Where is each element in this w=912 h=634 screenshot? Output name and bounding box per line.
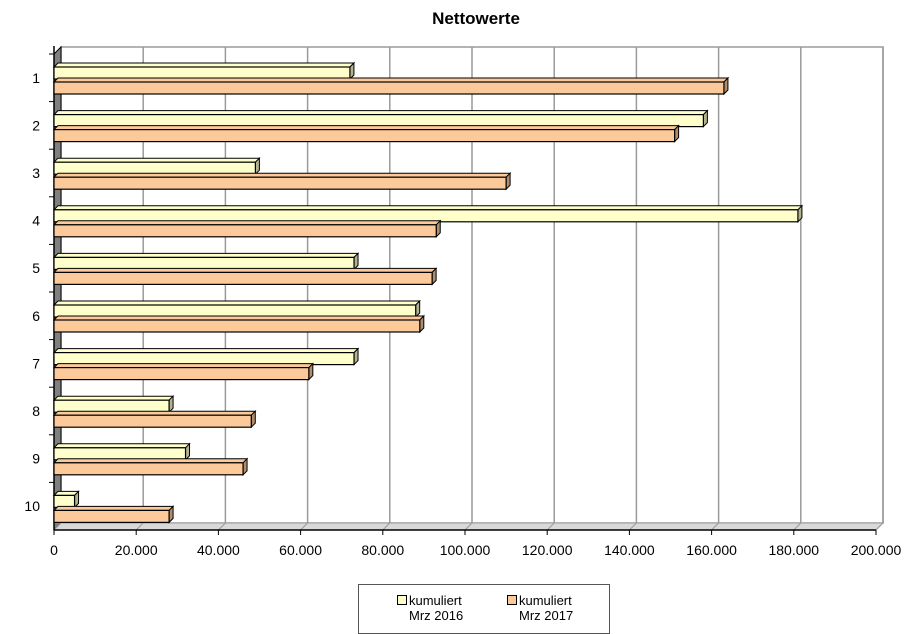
gridline-floor — [218, 522, 226, 531]
gridline-floor — [629, 522, 637, 531]
gridline-floor — [711, 522, 719, 531]
gridline-floor — [300, 522, 308, 531]
bar — [53, 113, 704, 128]
bar-top-face — [52, 125, 680, 131]
bar — [53, 367, 310, 381]
bar — [53, 129, 676, 143]
y-tick-label: 10 — [24, 498, 40, 514]
legend-swatch-series-1 — [397, 595, 407, 605]
legend-label-series-1: kumuliert Mrz 2016 — [409, 593, 464, 623]
bar-top-face — [52, 315, 425, 321]
bar — [53, 161, 256, 175]
bar-top-face — [52, 458, 249, 464]
bar — [53, 319, 421, 333]
x-tick-label: 200.000 — [851, 542, 902, 558]
legend-swatch-series-2 — [507, 595, 517, 605]
gridline-floor — [875, 522, 884, 531]
bar — [53, 176, 507, 190]
bar — [53, 81, 725, 95]
bar — [53, 462, 244, 476]
x-tick-label: 60.000 — [279, 542, 322, 558]
bar-top-face — [52, 220, 442, 226]
bar — [53, 271, 433, 285]
chart-title: Nettowerte — [432, 9, 520, 28]
bar — [53, 66, 351, 80]
bar-top-face — [52, 395, 175, 401]
x-tick-label: 180.000 — [768, 542, 819, 558]
x-tick-label: 160.000 — [686, 542, 737, 558]
bar-top-face — [52, 267, 438, 273]
bar — [53, 256, 355, 270]
x-tick-label: 20.000 — [115, 542, 158, 558]
bar-top-face — [52, 410, 257, 416]
x-tick-label: 100.000 — [440, 542, 491, 558]
x-tick-label: 40.000 — [197, 542, 240, 558]
plot-area: 0 20.000 40.000 60.000 80.000 100.000 120.000 1… — [24, 45, 902, 558]
bar-top-face — [52, 172, 512, 178]
gridline-floor — [464, 522, 473, 531]
y-tick-label: 7 — [32, 355, 40, 371]
y-tick-label: 6 — [32, 308, 40, 324]
y-tick-label: 8 — [32, 403, 40, 419]
bar — [53, 352, 355, 366]
gridline-floor — [382, 522, 391, 531]
bar — [53, 447, 187, 461]
bar — [53, 224, 437, 238]
bar-top-face — [52, 252, 360, 258]
bar-top-face — [52, 157, 261, 163]
bar-top-face — [52, 505, 175, 511]
y-tick-label: 4 — [32, 213, 40, 229]
bar — [53, 304, 417, 318]
y-tick-label: 3 — [32, 165, 40, 181]
bar-top-face — [52, 300, 421, 306]
bar-top-face — [52, 348, 360, 354]
y-tick-label: 2 — [32, 117, 40, 133]
x-tick-label: 0 — [50, 542, 58, 558]
y-tick-label: 5 — [32, 260, 40, 276]
y-tick-label: 1 — [32, 70, 40, 86]
x-tick-label: 80.000 — [361, 542, 404, 558]
bar-top-face — [52, 443, 191, 449]
legend: kumuliert Mrz 2016 kumuliert Mrz 2017 — [358, 584, 610, 634]
bar — [53, 414, 252, 428]
legend-label-series-2: kumuliert Mrz 2017 — [519, 593, 574, 623]
x-tick-label: 120.000 — [522, 542, 573, 558]
gridline-floor — [135, 522, 144, 531]
gridline-floor — [546, 522, 555, 531]
gridline-floor — [793, 522, 802, 531]
y-tick-label: 9 — [32, 451, 40, 467]
bar — [53, 209, 799, 223]
x-tick-label: 140.000 — [604, 542, 655, 558]
bar — [53, 399, 170, 413]
bar — [53, 509, 170, 523]
bar — [53, 494, 76, 508]
bar-top-face — [52, 363, 315, 369]
bar-top-face — [52, 205, 804, 211]
